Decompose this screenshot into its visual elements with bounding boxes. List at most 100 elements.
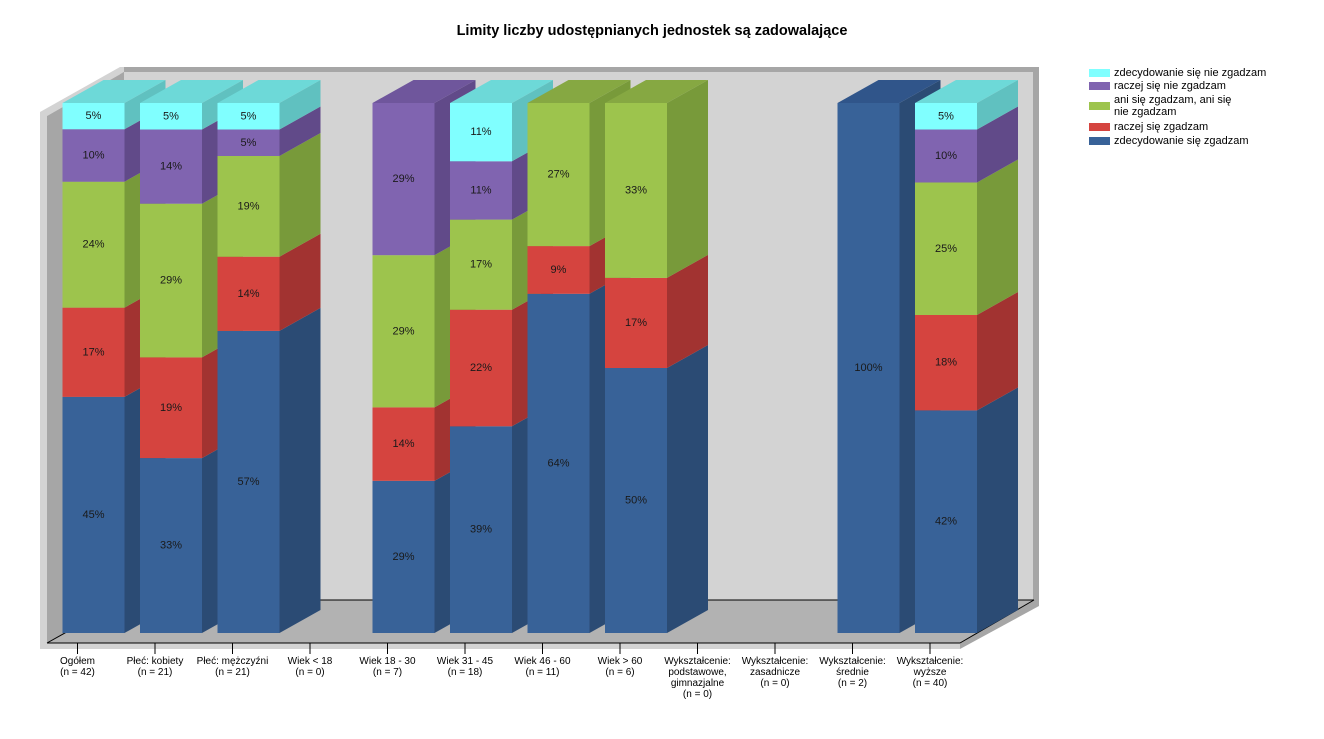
- legend-label: zdecydowanie się zgadzam: [1114, 135, 1249, 147]
- data-label: 100%: [854, 362, 882, 374]
- bar-segment-side: [977, 387, 1018, 633]
- data-label: 19%: [160, 402, 182, 414]
- chart-title: Limity liczby udostępnianych jednostek s…: [456, 23, 848, 39]
- x-tick-label: Wykształcenie: zasadnicze (n = 0): [741, 656, 809, 689]
- bar-segment: [915, 129, 977, 183]
- bar-segment: [915, 410, 977, 633]
- bar-segment: [140, 357, 202, 459]
- data-label: 33%: [160, 540, 182, 552]
- bar-segment: [527, 103, 590, 247]
- bar-segment: [62, 103, 125, 130]
- data-label: 29%: [392, 173, 414, 185]
- legend-swatch: [1089, 82, 1110, 90]
- bar-stack: 57% 14% 19% 5% 5%: [217, 80, 321, 633]
- data-label: 14%: [392, 438, 414, 450]
- x-tick-label: Płeć: mężczyźni (n = 21): [196, 656, 269, 678]
- data-label: 10%: [82, 149, 104, 161]
- bar-segment: [605, 277, 667, 368]
- bar-segment: [915, 315, 977, 411]
- floor-front-edge: [40, 643, 960, 649]
- bar-segment-side: [977, 80, 1018, 130]
- bar-segment-side: [279, 307, 321, 633]
- bar-segment: [450, 219, 512, 310]
- data-label: 25%: [935, 243, 957, 255]
- x-tick-label: Wiek 31 - 45 (n = 18): [436, 656, 494, 678]
- data-label: 5%: [163, 110, 179, 122]
- bar-segment-side: [977, 106, 1018, 183]
- data-label: 64%: [547, 457, 569, 469]
- bar-segment: [62, 181, 125, 308]
- x-tick-label: Wiek > 60 (n = 6): [597, 656, 643, 678]
- bar-segment-side: [667, 254, 708, 368]
- bar-segment-side: [667, 345, 708, 633]
- data-label: 24%: [82, 239, 104, 251]
- bar-segment-side: [977, 292, 1018, 411]
- data-label: 42%: [935, 516, 957, 528]
- bar-segment: [450, 309, 512, 427]
- bar-top-face: [217, 80, 321, 103]
- data-label: 9%: [551, 264, 567, 276]
- legend-item: zdecydowanie się nie zgadzam: [1089, 67, 1266, 79]
- bar-segment-side: [279, 106, 321, 156]
- bar-segment: [527, 246, 590, 294]
- data-label: 33%: [625, 184, 647, 196]
- data-label: 5%: [241, 110, 257, 122]
- x-ticks: [77, 643, 931, 654]
- bar-top-face: [140, 80, 243, 103]
- bar-segment: [450, 103, 512, 162]
- bar-top-face: [837, 80, 941, 103]
- bar-segment: [140, 458, 202, 633]
- bar-segment: [372, 407, 435, 481]
- legend-swatch: [1089, 123, 1110, 131]
- x-tick-label: Wiek < 18 (n = 0): [287, 656, 333, 678]
- bar-segment-side: [977, 159, 1018, 315]
- bar-segment: [372, 103, 435, 256]
- bar-segment: [605, 103, 667, 278]
- data-label: 5%: [86, 110, 102, 122]
- bar-segment: [217, 156, 280, 257]
- data-label: 57%: [237, 476, 259, 488]
- legend-label: raczej się zgadzam: [1114, 121, 1209, 133]
- bar-segment: [217, 256, 280, 331]
- bar-segment: [915, 182, 977, 315]
- data-label: 17%: [82, 346, 104, 358]
- data-label: 18%: [935, 357, 957, 369]
- bar-segment: [450, 426, 512, 633]
- bar-segment: [62, 307, 125, 397]
- data-label: 5%: [241, 137, 257, 149]
- legend-label: raczej się nie zgadzam: [1114, 80, 1226, 92]
- legend-swatch: [1089, 137, 1110, 145]
- bar-segment: [372, 255, 435, 408]
- legend-label: zdecydowanie się nie zgadzam: [1114, 67, 1267, 79]
- bar-segment: [837, 103, 900, 633]
- bar-segment: [372, 480, 435, 633]
- data-label: 45%: [82, 509, 104, 521]
- bar-segment: [140, 203, 202, 358]
- data-label: 11%: [470, 184, 491, 196]
- bar-segment: [217, 103, 280, 130]
- bar-segment: [217, 330, 280, 633]
- bar-segment-side: [279, 233, 321, 331]
- floor-right-edge: [960, 600, 1039, 649]
- bar-top-face: [915, 80, 1018, 103]
- x-tick-label: Wykształcenie: wyższe (n = 40): [896, 656, 964, 689]
- legend-item: ani się zgadzam, ani się nie zgadzam: [1089, 94, 1231, 118]
- legend-item: zdecydowanie się zgadzam: [1089, 135, 1249, 147]
- data-label: 11%: [470, 126, 491, 138]
- bar-top-face: [372, 80, 476, 103]
- bar-segment-side: [667, 80, 708, 278]
- bar-stack: 42% 18% 25% 10% 5%: [915, 80, 1018, 633]
- bar-segment: [527, 293, 590, 633]
- data-label: 14%: [160, 161, 182, 173]
- bar-segment: [915, 103, 977, 130]
- bar-top-face: [450, 80, 553, 103]
- bar-top-face: [605, 80, 708, 103]
- bar-segment: [217, 129, 280, 156]
- data-label: 22%: [470, 362, 492, 374]
- x-tick-label: Wiek 18 - 30 (n = 7): [359, 656, 416, 678]
- data-label: 17%: [625, 317, 647, 329]
- data-label: 29%: [392, 551, 414, 563]
- bar-segment: [62, 129, 125, 182]
- data-label: 19%: [237, 200, 259, 212]
